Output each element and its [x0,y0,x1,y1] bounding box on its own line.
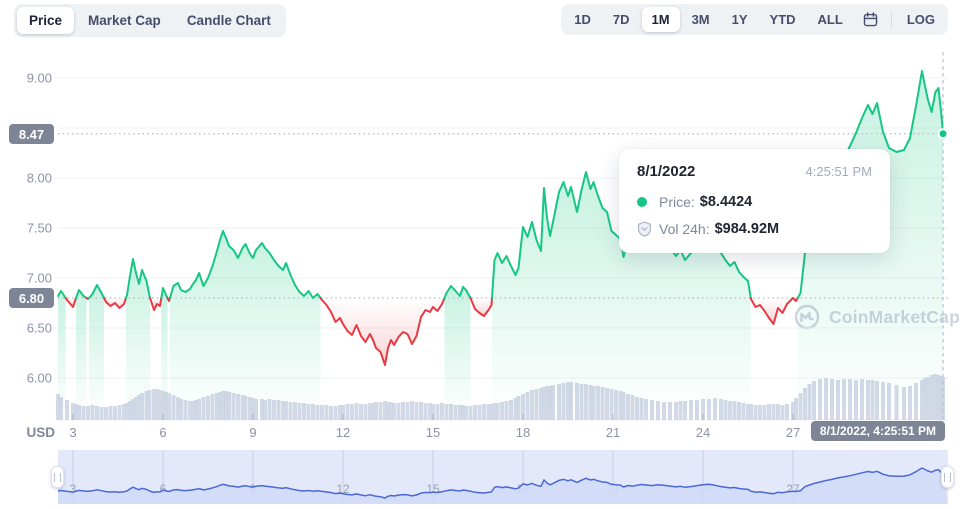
tooltip-volume-label: Vol 24h: [659,221,710,237]
svg-text:9: 9 [249,425,256,440]
price-series-dot-icon [637,197,647,207]
svg-text:7.00: 7.00 [27,271,52,286]
date-range-tab-group: 1D 7D 1M 3M 1Y YTD ALL LOG [561,4,948,35]
range-ytd[interactable]: YTD [760,7,806,32]
svg-text:6.50: 6.50 [27,321,52,336]
navigator-line [57,467,944,499]
svg-text:21: 21 [606,425,620,440]
navigator-left-handle[interactable] [51,466,64,488]
currency-label: USD [26,425,55,440]
svg-text:3: 3 [70,482,77,496]
range-1d[interactable]: 1D [564,7,601,32]
crosshair-time-badge: 8/1/2022, 4:25:51 PM [810,421,945,441]
svg-text:6: 6 [159,425,166,440]
svg-text:6.00: 6.00 [27,371,52,386]
svg-text:9.00: 9.00 [27,71,52,86]
tooltip-volume-value: $984.92M [714,221,780,237]
range-all[interactable]: ALL [808,7,853,32]
range-1m[interactable]: 1M [641,7,680,32]
calendar-icon [863,12,878,27]
svg-text:3: 3 [69,425,76,440]
chart-tooltip: 8/1/2022 4:25:51 PM Price: $8.4424 Vol 2… [619,149,890,253]
svg-text:24: 24 [696,425,710,440]
log-scale-toggle[interactable]: LOG [897,7,945,32]
calendar-button[interactable] [855,7,886,32]
svg-text:7.50: 7.50 [27,221,52,236]
svg-text:6: 6 [160,482,167,496]
svg-text:15: 15 [426,425,440,440]
svg-text:18: 18 [516,425,530,440]
volume-shield-icon [638,221,651,237]
svg-text:8.00: 8.00 [27,171,52,186]
tab-candle-chart[interactable]: Candle Chart [175,7,283,34]
current-price-badge: 8.47 [9,124,54,144]
svg-text:27: 27 [786,425,800,440]
current-price-marker [937,128,949,140]
tooltip-time: 4:25:51 PM [805,164,873,179]
tooltip-price-value: $8.4424 [699,194,753,210]
tab-market-cap[interactable]: Market Cap [76,7,173,34]
range-7d[interactable]: 7D [603,7,640,32]
x-axis-labels: 3 6 9 12 15 18 21 24 27 [69,414,800,440]
range-3m[interactable]: 3M [682,7,720,32]
tooltip-date: 8/1/2022 [637,163,696,180]
tab-price[interactable]: Price [17,7,75,34]
range-1y[interactable]: 1Y [722,7,758,32]
tooltip-price-label: Price: [659,194,695,210]
chart-type-tab-group: Price Market Cap Candle Chart [14,4,286,37]
navigator-right-handle[interactable] [941,466,954,488]
baseline-price-badge: 6.80 [9,288,54,308]
navigator-area [58,468,948,504]
svg-text:12: 12 [336,425,350,440]
divider [890,11,892,28]
y-axis-labels: 9.00 8.00 7.50 7.00 6.50 6.00 [27,71,52,386]
